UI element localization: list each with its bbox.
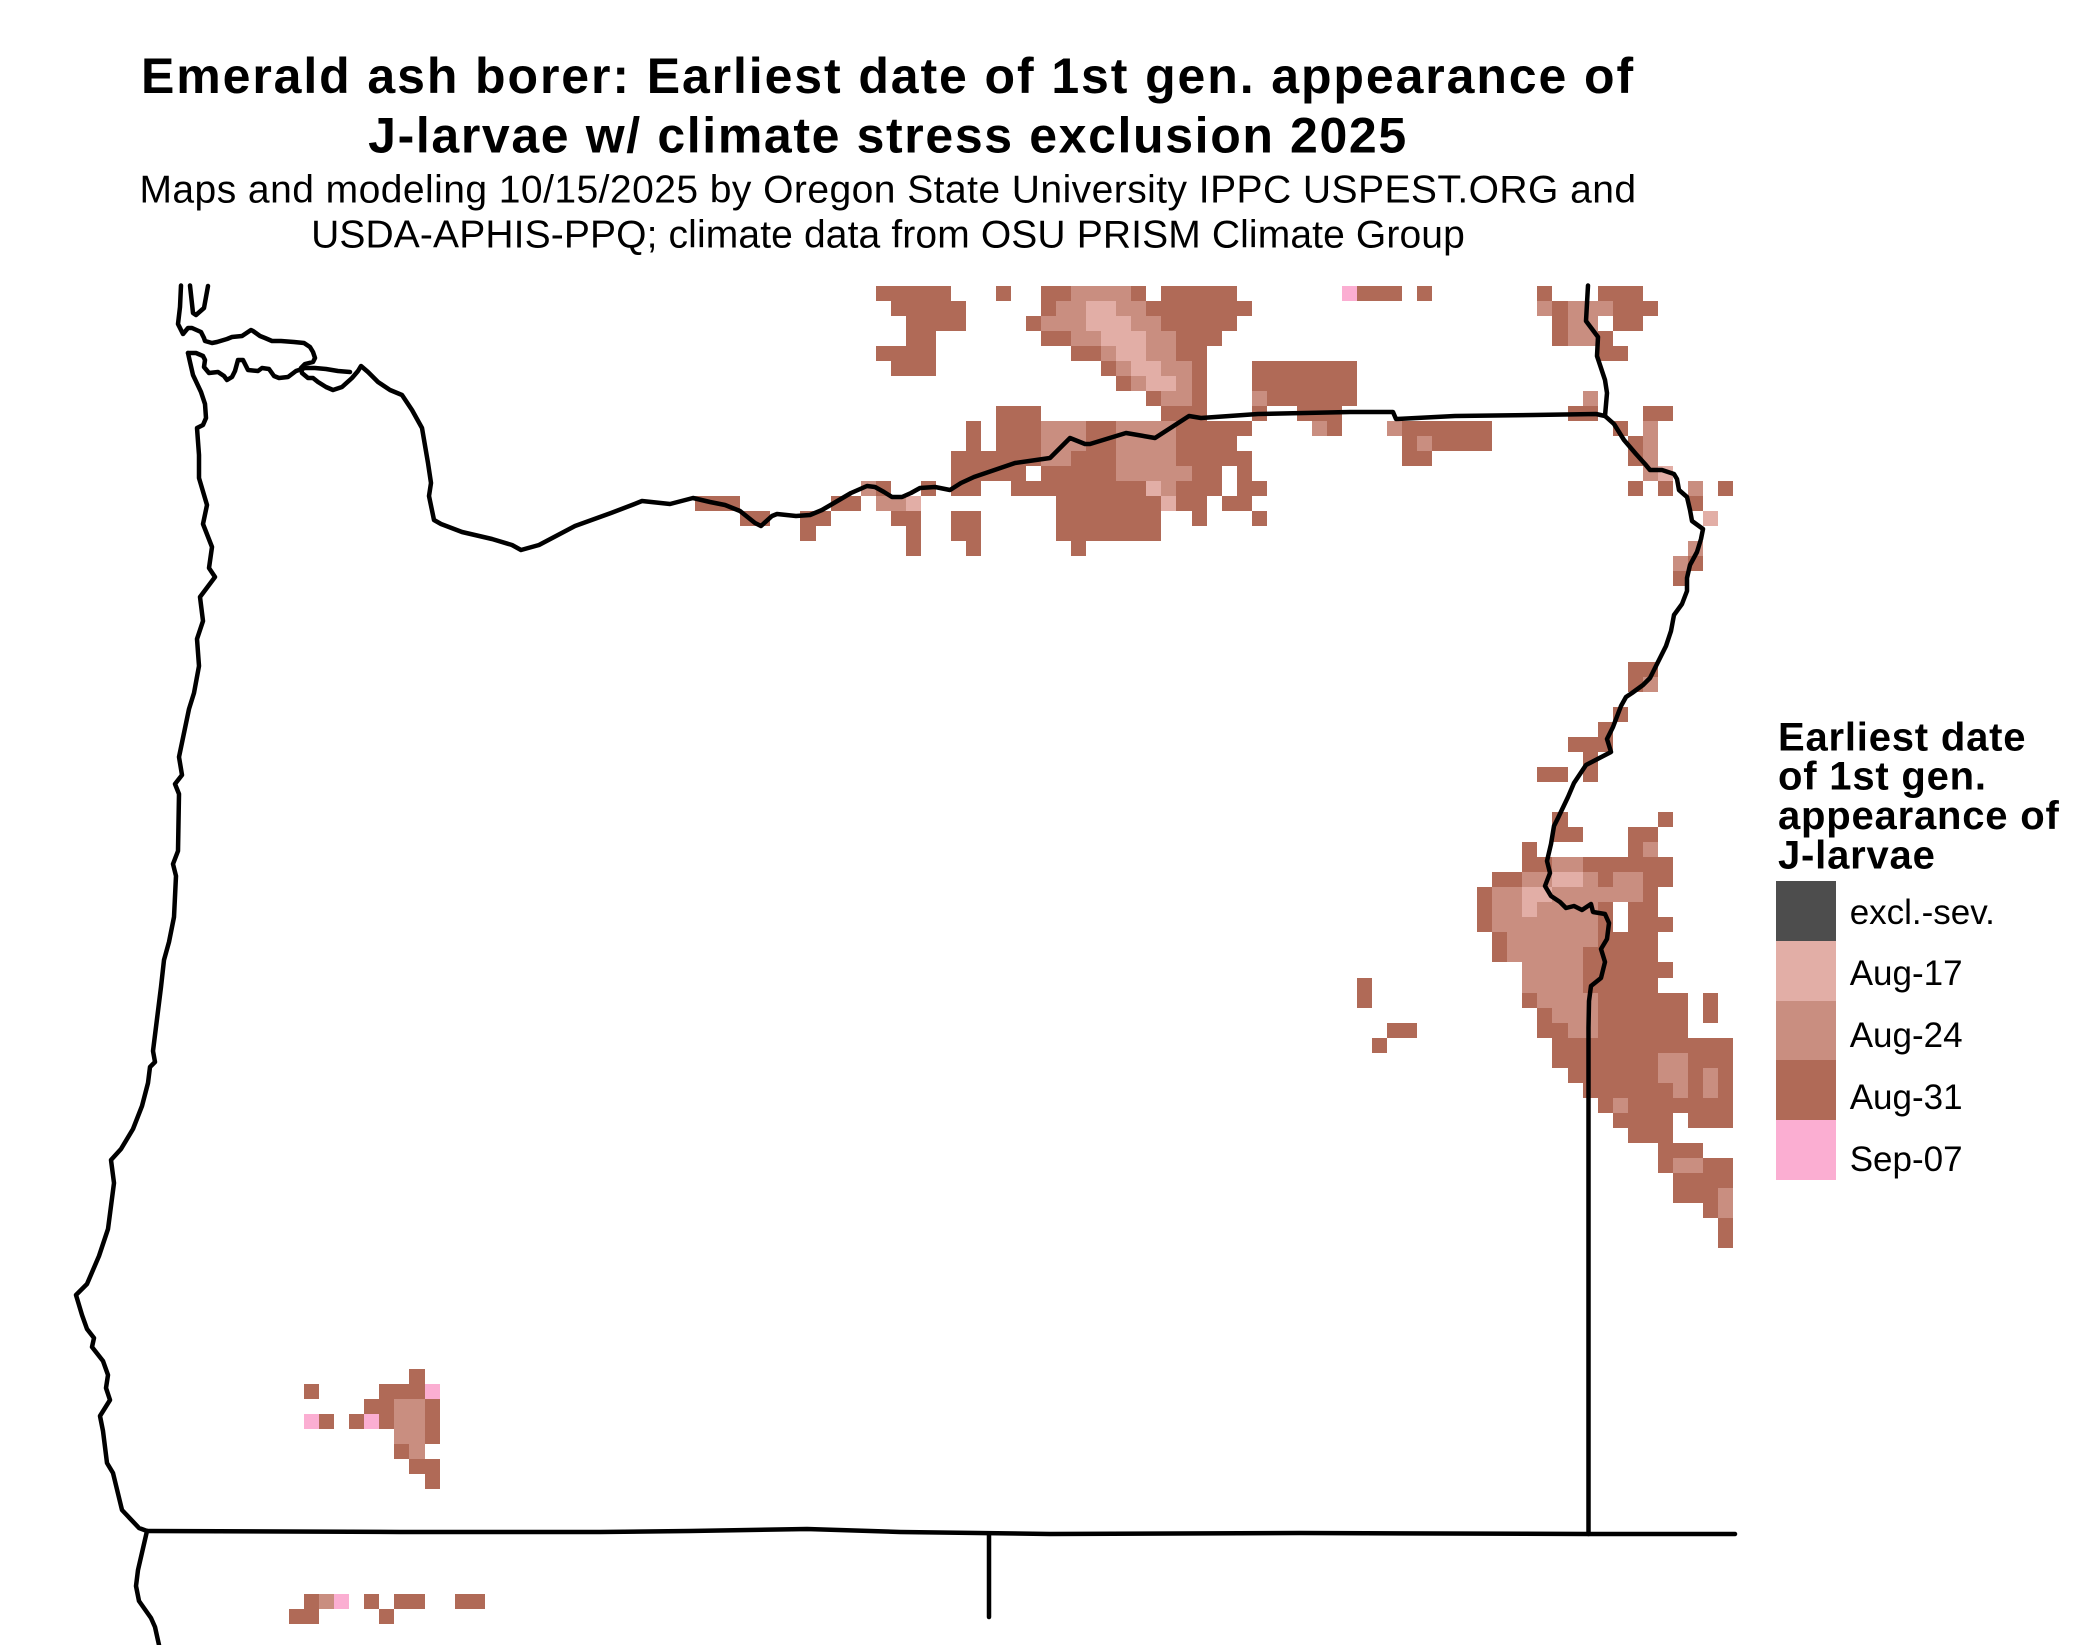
svg-text:excl.-sev.: excl.-sev. (1850, 893, 1995, 932)
svg-text:USDA-APHIS-PPQ; climate data f: USDA-APHIS-PPQ; climate data from OSU PR… (311, 214, 1465, 257)
svg-text:Emerald ash borer: Earliest da: Emerald ash borer: Earliest date of 1st … (141, 48, 1635, 104)
svg-text:Earliest date: Earliest date (1778, 715, 2026, 759)
svg-text:Sep-07: Sep-07 (1850, 1140, 1963, 1179)
svg-text:Aug-24: Aug-24 (1850, 1016, 1963, 1055)
svg-text:J-larvae w/ climate stress exc: J-larvae w/ climate stress exclusion 202… (368, 107, 1408, 163)
svg-text:appearance of: appearance of (1778, 794, 2060, 838)
svg-text:Aug-31: Aug-31 (1850, 1078, 1963, 1117)
svg-text:Maps and modeling 10/15/2025 b: Maps and modeling 10/15/2025 by Oregon S… (139, 169, 1636, 212)
svg-text:Aug-17: Aug-17 (1850, 954, 1963, 993)
svg-text:of 1st gen.: of 1st gen. (1778, 755, 1987, 799)
svg-text:J-larvae: J-larvae (1778, 833, 1936, 877)
